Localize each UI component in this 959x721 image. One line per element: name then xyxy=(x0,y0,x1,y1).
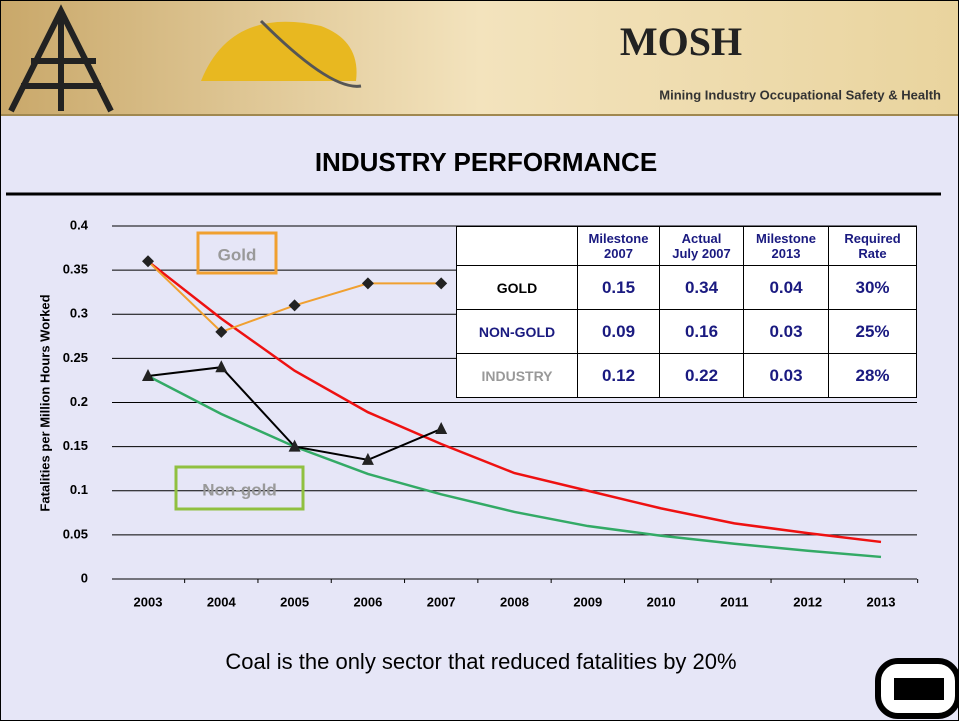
corner-logo xyxy=(878,661,958,716)
y-tick-label: 0.4 xyxy=(70,217,89,232)
cell-text: NON-GOLD xyxy=(457,324,577,340)
x-tick-label: 2005 xyxy=(280,594,309,609)
table-cell: 0.22 xyxy=(660,354,744,398)
x-tick-label: 2010 xyxy=(647,594,676,609)
cell-text: 0.03 xyxy=(744,366,828,386)
marker xyxy=(215,360,227,372)
x-tick-label: 2007 xyxy=(427,594,456,609)
table-cell: 0.16 xyxy=(660,310,744,354)
slide: MOSH Mining Industry Occupational Safety… xyxy=(0,0,959,721)
y-tick-label: 0.25 xyxy=(63,350,88,365)
x-tick-label: 2013 xyxy=(867,594,896,609)
table-cell: 0.03 xyxy=(744,310,829,354)
table-cell: 0.09 xyxy=(578,310,660,354)
header-cell xyxy=(457,227,578,266)
table-cell: GOLD xyxy=(457,266,578,310)
cell-text: 0.15 xyxy=(578,278,659,298)
cell-text: Required xyxy=(829,231,916,246)
x-tick-label: 2003 xyxy=(134,594,163,609)
table-cell: 0.12 xyxy=(578,354,660,398)
cell-text: 0.22 xyxy=(660,366,743,386)
marker xyxy=(435,277,447,289)
marker xyxy=(362,277,374,289)
x-tick-label: 2008 xyxy=(500,594,529,609)
table-cell: INDUSTRY xyxy=(457,354,578,398)
cell-text: 30% xyxy=(829,278,916,298)
table-cell: 0.04 xyxy=(744,266,829,310)
cell-text: 2013 xyxy=(744,246,828,261)
cell-text: 0.04 xyxy=(744,278,828,298)
cell-text: 25% xyxy=(829,322,916,342)
x-tick-label: 2012 xyxy=(793,594,822,609)
cell-text: Actual xyxy=(660,231,743,246)
y-tick-label: 0.2 xyxy=(70,394,88,409)
cell-text: Milestone xyxy=(578,231,659,246)
cell-text: 28% xyxy=(829,366,916,386)
cell-text: 0.34 xyxy=(660,278,743,298)
table-cell: 28% xyxy=(829,354,917,398)
cell-text: 0.12 xyxy=(578,366,659,386)
cell-text: 0.16 xyxy=(660,322,743,342)
cell-text: 0.09 xyxy=(578,322,659,342)
table-cell: NON-GOLD xyxy=(457,310,578,354)
tagline: Mining Industry Occupational Safety & He… xyxy=(659,87,941,102)
table-cell: 30% xyxy=(829,266,917,310)
logo: MOSH xyxy=(620,19,742,64)
marker xyxy=(435,422,447,434)
marker xyxy=(289,299,301,311)
cell-text: 2007 xyxy=(578,246,659,261)
y-tick-label: 0.1 xyxy=(70,482,88,497)
y-tick-label: 0 xyxy=(81,570,88,585)
x-tick-label: 2011 xyxy=(720,594,748,609)
y-axis-label: Fatalities per Million Hours Worked xyxy=(37,294,52,511)
cell-text: 0.03 xyxy=(744,322,828,342)
y-tick-label: 0.3 xyxy=(70,306,88,321)
x-tick-label: 2009 xyxy=(573,594,602,609)
cell-text: Milestone xyxy=(744,231,828,246)
legend-label: Non-gold xyxy=(202,480,277,499)
y-tick-label: 0.35 xyxy=(63,262,88,277)
y-tick-label: 0.15 xyxy=(63,438,88,453)
table-cell: 0.15 xyxy=(578,266,660,310)
corner-logo-mark xyxy=(894,678,944,700)
cell-text: INDUSTRY xyxy=(457,368,577,384)
cell-text: July 2007 xyxy=(660,246,743,261)
chart-title: INDUSTRY PERFORMANCE xyxy=(315,147,657,177)
cell-text: GOLD xyxy=(457,280,577,296)
table-cell: 0.34 xyxy=(660,266,744,310)
footnote: Coal is the only sector that reduced fat… xyxy=(225,649,736,674)
table-cell: 0.03 xyxy=(744,354,829,398)
cell-text: Rate xyxy=(829,246,916,261)
y-tick-label: 0.05 xyxy=(63,526,88,541)
x-tick-label: 2004 xyxy=(207,594,237,609)
legend-label: Gold xyxy=(218,245,257,264)
x-tick-label: 2006 xyxy=(353,594,382,609)
table-cell: 25% xyxy=(829,310,917,354)
